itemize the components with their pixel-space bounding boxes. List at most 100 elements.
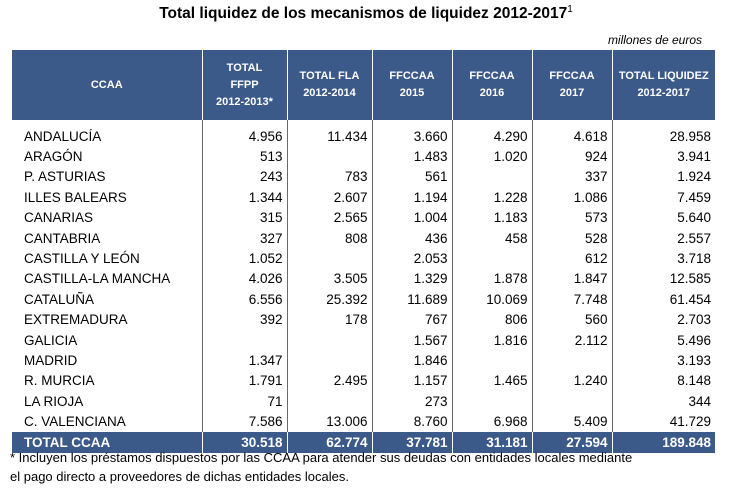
value-cell: 612 <box>532 248 613 269</box>
value-cell: 2.557 <box>677 230 711 246</box>
value-cell: 1.194 <box>372 187 453 208</box>
table-row: EXTREMADURA 392 178 767 806 560 2.703 <box>12 309 715 330</box>
value-cell: 5.640 <box>677 210 711 226</box>
region-name-cell: CASTILLA-LA MANCHA <box>12 268 203 290</box>
value-cell: 3.193 <box>677 352 711 368</box>
value-cell: 178 <box>287 309 373 330</box>
value-cell: 436 <box>372 227 453 249</box>
column-header-text: CCAA <box>90 78 123 91</box>
table-title: Total liquidez de los mecanismos de liqu… <box>159 4 573 22</box>
value-cell <box>452 350 533 371</box>
value-cell: 28.958 <box>669 128 711 144</box>
value-cell: 1.347 <box>202 350 288 371</box>
value-cell: 4.956 <box>202 120 288 147</box>
value-cell: 1.183 <box>452 207 533 228</box>
value-cell: 573 <box>532 207 613 228</box>
value-cell: 7.748 <box>532 289 613 310</box>
column-header-4: FFCCAA 2016 <box>452 50 533 120</box>
value-cell: 61.454 <box>669 291 711 307</box>
table-header-row: CCAA TOTAL FFPP 2012-2013* TOTAL FLA 2012-201… <box>12 50 715 120</box>
column-header-text: TOTAL LIQUIDEZ <box>618 70 709 82</box>
value-cell: 10.069 <box>452 289 533 310</box>
value-cell: 767 <box>372 309 453 330</box>
value-cell <box>202 329 288 351</box>
value-cell: 1.329 <box>372 268 453 290</box>
value-cell: 8.148 <box>677 373 711 389</box>
value-cell: 1.924 <box>677 169 711 185</box>
value-cell: 1.878 <box>452 268 533 290</box>
value-cell: 4.290 <box>452 120 533 147</box>
total-value-cell: 31.181 <box>452 431 533 453</box>
value-cell <box>287 350 373 371</box>
region-name-cell: P. ASTURIAS <box>12 166 203 188</box>
value-cell: 1.483 <box>372 146 453 167</box>
value-cell <box>532 350 613 371</box>
units-label: millones de euros <box>607 33 702 47</box>
value-cell <box>287 146 373 167</box>
value-cell: 2.565 <box>287 207 373 228</box>
region-name-cell: ARAGÓN <box>12 146 203 167</box>
value-cell: 561 <box>372 166 453 188</box>
value-cell: 392 <box>202 309 288 330</box>
column-header-text: 2016 <box>479 87 505 99</box>
region-name-cell: CASTILLA Y LEÓN <box>12 248 203 269</box>
value-cell: 315 <box>202 207 288 228</box>
table-row: CATALUÑA 6.556 25.392 11.689 10.069 7.748 61.4… <box>12 289 715 310</box>
total-value-cell: 30.518 <box>202 431 288 453</box>
column-header-6: TOTAL LIQUIDEZ 2012-2017 <box>612 50 715 120</box>
column-header-text: FFCCAA <box>469 70 515 82</box>
region-name-cell: GALICIA <box>12 329 203 351</box>
table-row: CANARIAS 315 2.565 1.004 1.183 573 5.640 <box>12 207 715 228</box>
value-cell: 327 <box>202 227 288 249</box>
region-name-cell: ILLES BALEARS <box>12 187 203 208</box>
value-cell: 1.846 <box>372 350 453 371</box>
value-cell: 4.026 <box>202 268 288 290</box>
value-cell: 5.496 <box>677 332 711 348</box>
region-name-cell: CANARIAS <box>12 207 203 228</box>
value-cell <box>452 248 533 269</box>
region-name-cell: CANTABRIA <box>12 227 203 249</box>
value-cell: 13.006 <box>287 411 373 432</box>
value-cell: 337 <box>532 166 613 188</box>
value-cell: 6.968 <box>452 411 533 432</box>
column-header-3: FFCCAA 2015 <box>372 50 453 120</box>
value-cell: 5.409 <box>532 411 613 432</box>
region-name-cell: R. MURCIA <box>12 370 203 392</box>
value-cell: 1.344 <box>202 187 288 208</box>
table-row: ILLES BALEARS 1.344 2.607 1.194 1.228 1.086 7.… <box>12 187 715 208</box>
value-cell: 1.240 <box>532 370 613 392</box>
value-cell: 1.004 <box>372 207 453 228</box>
value-cell: 924 <box>532 146 613 167</box>
column-header-text: 2012-2013* <box>216 95 273 108</box>
value-cell: 2.495 <box>287 370 373 392</box>
column-header-text: TOTAL <box>226 61 263 74</box>
region-name-cell: LA RIOJA <box>12 391 203 412</box>
value-cell: 1.052 <box>202 248 288 269</box>
value-cell: 11.689 <box>372 289 453 310</box>
column-header-1: TOTAL FFPP 2012-2013* <box>202 50 288 120</box>
value-cell <box>287 248 373 269</box>
value-cell: 1.465 <box>452 370 533 392</box>
column-header-text: 2012-2014 <box>303 87 356 99</box>
value-cell: 2.607 <box>287 187 373 208</box>
table-row: ANDALUCÍA 4.956 11.434 3.660 4.290 4.618 28.95… <box>12 120 715 147</box>
value-cell: 273 <box>372 391 453 412</box>
value-cell: 3.660 <box>372 120 453 147</box>
value-cell: 12.585 <box>669 271 711 287</box>
column-header-text: FFCCAA <box>549 70 595 82</box>
value-cell: 11.434 <box>287 120 373 147</box>
value-cell <box>287 391 373 412</box>
column-header-text: FFCCAA <box>389 70 435 82</box>
value-cell: 3.941 <box>677 149 711 165</box>
table-body: ANDALUCÍA 4.956 11.434 3.660 4.290 4.618 28.95… <box>12 120 715 432</box>
value-cell: 2.112 <box>532 329 613 351</box>
value-cell: 528 <box>532 227 613 249</box>
table-row: ARAGÓN 513 1.483 1.020 924 3.941 <box>12 146 715 167</box>
value-cell: 806 <box>452 309 533 330</box>
value-cell: 783 <box>287 166 373 188</box>
total-value-cell: 62.774 <box>287 431 373 453</box>
total-value-cell: 37.781 <box>372 431 453 453</box>
value-cell: 1.847 <box>532 268 613 290</box>
column-header-5: FFCCAA 2017 <box>532 50 613 120</box>
value-cell: 6.556 <box>202 289 288 310</box>
